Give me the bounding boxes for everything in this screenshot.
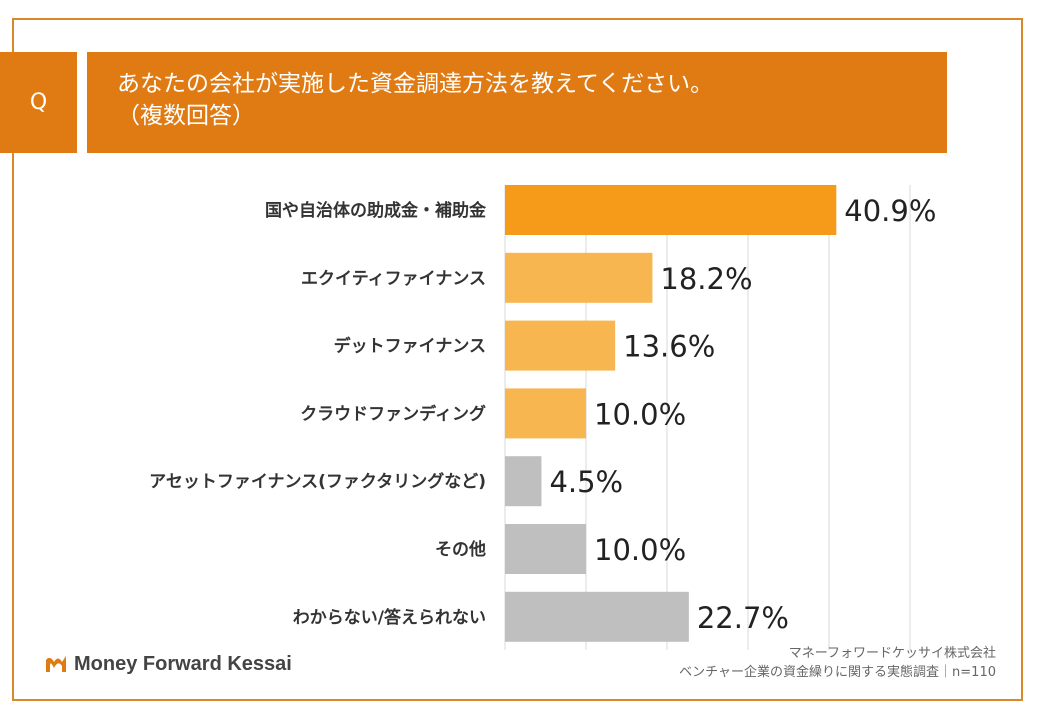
- source-company: マネーフォワードケッサイ株式会社: [788, 646, 996, 661]
- question-marker: Q: [0, 52, 77, 153]
- value-label-0: 40.9%: [844, 194, 936, 228]
- chart-frame: [12, 18, 1023, 701]
- bar-6: [505, 591, 689, 642]
- money-forward-logo: Money Forward Kessai: [44, 652, 292, 676]
- bar-3: [505, 388, 586, 439]
- category-label-6: わからない/答えられない: [293, 607, 486, 628]
- value-label-1: 18.2%: [660, 262, 752, 296]
- question-marker-text: Q: [29, 90, 48, 115]
- logo-text: Money Forward Kessai: [74, 652, 292, 675]
- bar-2: [505, 320, 616, 371]
- bar-0: [505, 185, 837, 235]
- value-label-3: 10.0%: [594, 397, 686, 431]
- category-label-5: その他: [435, 539, 486, 560]
- bar-4: [505, 456, 542, 507]
- category-label-2: デットファイナンス: [334, 336, 486, 357]
- source-note: マネーフォワードケッサイ株式会社 ベンチャー企業の資金繰りに関する実態調査｜n=…: [679, 644, 996, 682]
- value-label-2: 13.6%: [623, 330, 715, 364]
- question-title: あなたの会社が実施した資金調達方法を教えてください。 （複数回答）: [87, 52, 947, 153]
- source-survey: ベンチャー企業の資金繰りに関する実態調査｜n=110: [679, 665, 996, 680]
- bar-1: [505, 252, 653, 303]
- money-forward-logo-icon: [46, 656, 66, 672]
- category-label-4: アセットファイナンス(ファクタリングなど): [149, 471, 486, 492]
- value-label-4: 4.5%: [549, 465, 623, 499]
- value-label-5: 10.0%: [594, 533, 686, 567]
- question-line-2: （複数回答）: [117, 103, 255, 129]
- bar-5: [505, 524, 586, 574]
- category-label-3: クラウドファンディング: [300, 403, 486, 424]
- question-line-1: あなたの会社が実施した資金調達方法を教えてください。: [117, 71, 714, 97]
- category-label-0: 国や自治体の助成金・補助金: [265, 200, 487, 221]
- category-label-1: エクイティファイナンス: [301, 269, 486, 289]
- value-label-6: 22.7%: [697, 601, 789, 635]
